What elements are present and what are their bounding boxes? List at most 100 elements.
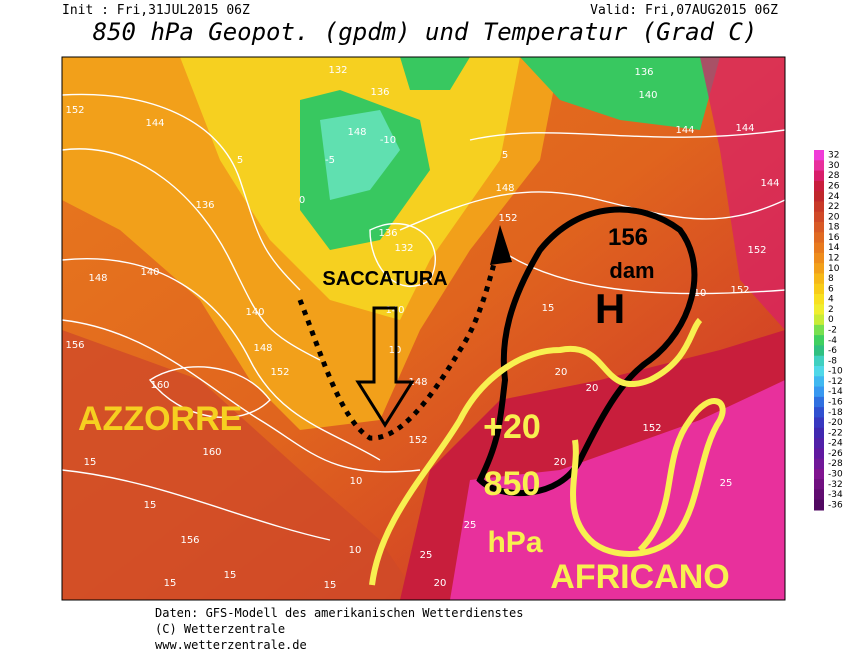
- contour-label: 152: [408, 435, 427, 446]
- colorbar-segment: [814, 222, 824, 233]
- contour-label: 25: [464, 520, 477, 531]
- isotherm-highlight: [369, 317, 726, 586]
- colorbar-segment: [814, 201, 824, 213]
- contour-label: 25: [720, 478, 733, 489]
- contour-label: 148: [408, 377, 427, 388]
- colorbar-label: -12: [828, 377, 843, 387]
- high-label: H: [595, 285, 625, 332]
- colorbar-label: 30: [828, 161, 840, 171]
- contour-label: 152: [747, 245, 766, 256]
- contour-label: 132: [394, 243, 413, 254]
- colorbar-label: 14: [828, 243, 840, 253]
- contours: [62, 93, 785, 541]
- colorbar-label: 10: [828, 264, 840, 274]
- colorbar-label: -20: [828, 418, 843, 428]
- colorbar-segment: [814, 366, 824, 377]
- contour-label: 140: [638, 90, 657, 101]
- valid-time: Valid: Fri,07AUG2015 06Z: [590, 3, 778, 18]
- trough-down-arrow: [355, 306, 415, 428]
- colorbar-label: -4: [828, 336, 837, 346]
- contour-label: 132: [328, 65, 347, 76]
- african-label: AFRICANO: [550, 558, 729, 596]
- map-title: 850 hPa Geopot. (gpdm) und Temperatur (G…: [93, 18, 758, 46]
- map: 152 144 136 148 140 156 160 160 15 15 156 15 15 140 14…: [62, 57, 785, 600]
- colorbar-segment: [814, 376, 824, 388]
- contour-label: 144: [675, 125, 694, 136]
- colorbar-segment: [814, 304, 824, 316]
- colorbar-label: -24: [828, 439, 843, 449]
- footer-line: (C) Wetterzentrale: [155, 622, 285, 636]
- ridge-contour: [476, 206, 698, 497]
- contour-label: 20: [586, 383, 599, 394]
- contour-label: 160: [150, 380, 169, 391]
- colorbar-segment: [814, 170, 824, 182]
- contour-label: 148: [495, 183, 514, 194]
- trough-arrow-head: [490, 225, 512, 265]
- colorbar-segment: [814, 252, 824, 264]
- contour-label: -5: [325, 155, 335, 166]
- contour-label: 136: [370, 87, 389, 98]
- colorbar-segment: [814, 468, 824, 480]
- contour-label: 10: [350, 476, 363, 487]
- contour-label: 144: [760, 178, 779, 189]
- map-frame: [61, 56, 786, 601]
- colorbar-label: -36: [828, 500, 843, 510]
- contour-label: 15: [224, 570, 237, 581]
- footer-line: www.wetterzentrale.de: [155, 638, 307, 652]
- colorbar-label: -34: [828, 490, 843, 500]
- colorbar-segment: [814, 232, 824, 244]
- colorbar-segment: [814, 499, 824, 511]
- contour-label: 148: [347, 127, 366, 138]
- azores-label: AZZORRE: [78, 400, 242, 438]
- colorbar-label: -2: [828, 326, 837, 336]
- colorbar-segment: [814, 335, 824, 346]
- colorbar-segment: [814, 345, 824, 357]
- contour-label: 140: [245, 307, 264, 318]
- colorbar-segment: [814, 386, 824, 398]
- trough-label: SACCATURA: [322, 268, 447, 290]
- contour-label: 152: [498, 213, 517, 224]
- colorbar-label: 8: [828, 274, 834, 284]
- colorbar-label: 4: [828, 295, 834, 305]
- contour-label: 148: [88, 273, 107, 284]
- colorbar-segment: [814, 150, 824, 161]
- colorbar-label: 28: [828, 171, 840, 181]
- contour-label: 144: [145, 118, 164, 129]
- height-label: 156: [608, 224, 648, 251]
- contour-label: 152: [270, 367, 289, 378]
- hot-zone: [62, 330, 420, 600]
- contour-label: 15: [144, 500, 157, 511]
- contour-label: 160: [202, 447, 221, 458]
- colorbar-segment: [814, 458, 824, 470]
- trough-axis: [297, 239, 503, 441]
- contour-label: 5: [237, 155, 243, 166]
- colorbar-segment: [814, 324, 824, 336]
- colorbar-label: 16: [828, 233, 840, 243]
- contour-label: 144: [735, 123, 754, 134]
- colorbar-segment: [814, 211, 824, 223]
- contour-label: 136: [378, 228, 397, 239]
- colorbar-segment: [814, 355, 824, 367]
- contour-label: 15: [84, 457, 97, 468]
- colorbar-label: 6: [828, 284, 834, 294]
- colorbar-label: -16: [828, 398, 843, 408]
- colorbar-segment: [814, 180, 824, 192]
- level-unit: hPa: [487, 526, 542, 559]
- colorbar-segment: [814, 448, 824, 460]
- colorbar-label: -18: [828, 408, 843, 418]
- contour-label: 15: [324, 580, 337, 591]
- contour-label: 20: [434, 578, 447, 589]
- contour-label: 20: [554, 457, 567, 468]
- contour-label: 15: [542, 303, 555, 314]
- contour-label: 136: [634, 67, 653, 78]
- extreme-zone: [450, 380, 785, 600]
- colorbar-segment: [814, 191, 824, 202]
- contour-label: 140: [140, 267, 159, 278]
- contour-label: 10: [349, 545, 362, 556]
- temp-label: +20: [483, 408, 541, 446]
- colorbar-segment: [814, 160, 824, 172]
- colorbar-segment: [814, 438, 824, 449]
- contour-label: 152: [730, 285, 749, 296]
- colorbar-segment: [814, 396, 824, 408]
- colorbar-label: 22: [828, 202, 839, 212]
